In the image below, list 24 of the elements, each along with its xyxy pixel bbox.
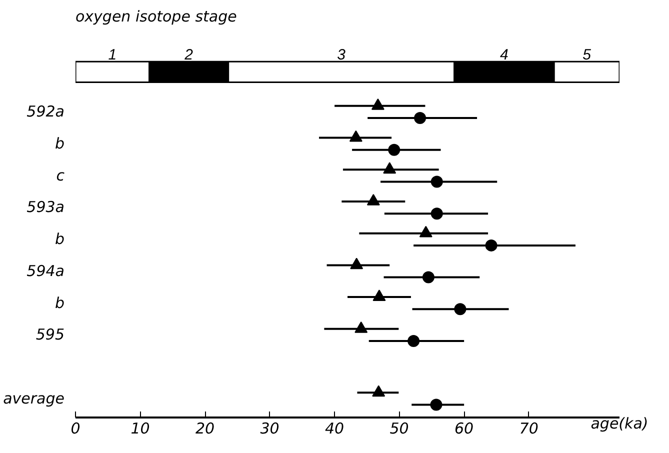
x-axis-title: age(ka) [590,414,648,432]
y-tick-label: b [54,134,65,152]
x-tick-label: 0 [70,420,80,438]
y-tick-label: b [54,230,65,248]
series-label: 4 [500,46,508,64]
series-label: 1 [108,46,117,64]
y-tick-label: c [56,166,66,184]
x-tick-label: 70 [519,420,538,438]
y-tick-label: 592a [26,102,65,121]
series-label: 2 [184,46,194,64]
x-tick-label: 50 [390,420,409,438]
series-label: 3 [337,46,346,64]
y-tick-label: 593a [26,198,65,216]
y-tick-label: average [3,389,64,408]
x-tick-label: 20 [195,420,215,438]
y-tick-label: b [54,294,65,312]
x-tick-label: 30 [260,420,280,438]
x-tick-label: 40 [325,420,344,438]
y-tick-label: 594a [26,262,65,280]
x-tick-label: 60 [454,420,474,438]
series-label: 5 [582,46,592,64]
y-tick-label: 595 [36,326,65,344]
x-tick-label: 10 [130,420,150,438]
chart-title: oxygen isotope stage [76,8,237,26]
